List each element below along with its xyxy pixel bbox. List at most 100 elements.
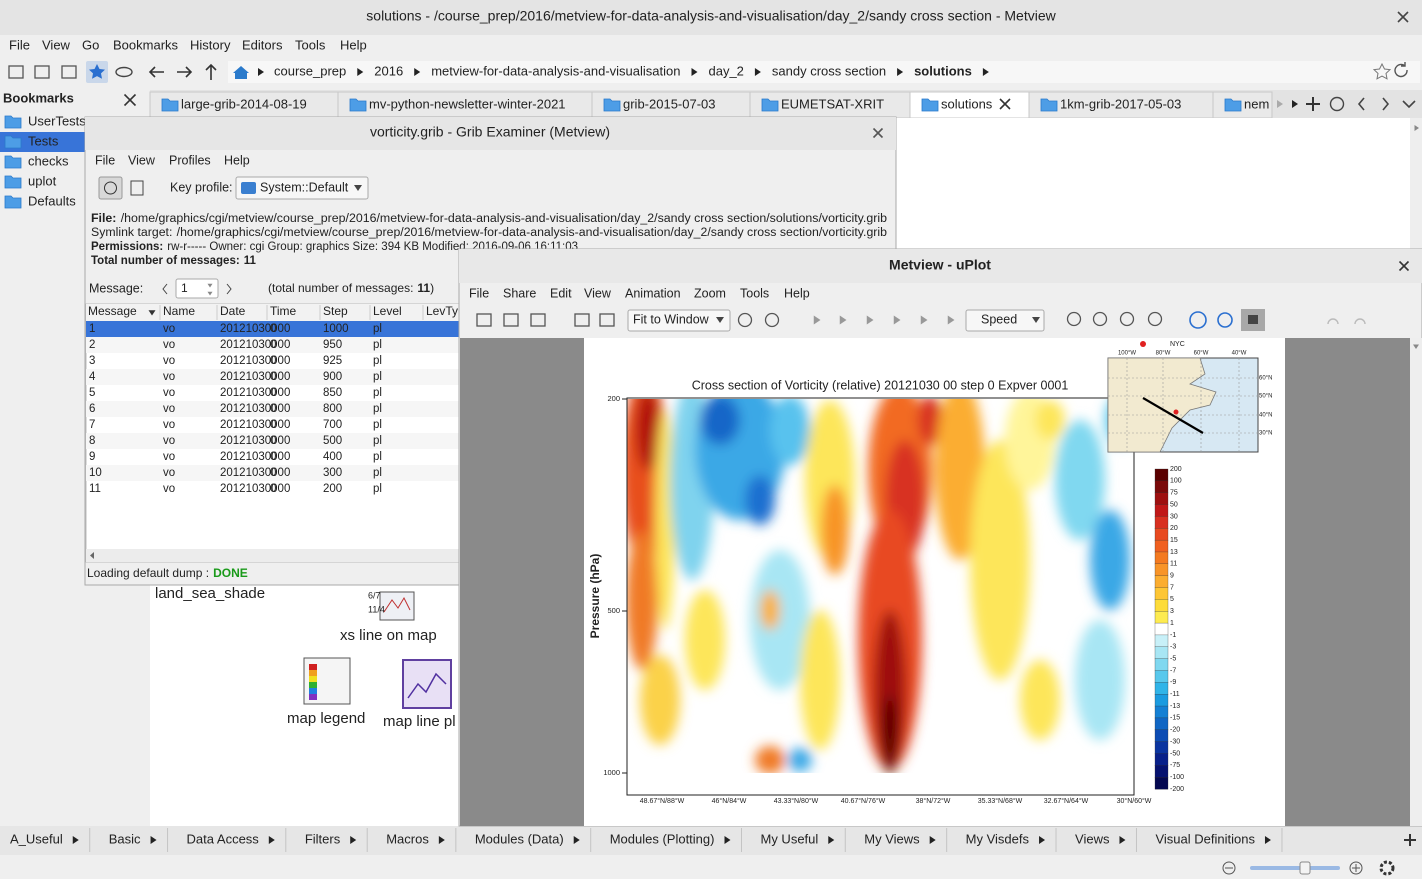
breadcrumb-item[interactable]: course_prep: [274, 63, 346, 78]
column-header[interactable]: Name: [163, 304, 195, 318]
bookmark-item[interactable]: Defaults: [28, 193, 76, 208]
bookmark-item[interactable]: checks: [28, 153, 69, 168]
menu-item[interactable]: Bookmarks: [113, 37, 179, 52]
home-icon[interactable]: [233, 66, 249, 79]
prev-tab[interactable]: [1357, 97, 1365, 111]
view-mode-button[interactable]: [61, 65, 77, 79]
menu-item[interactable]: Help: [340, 37, 367, 52]
tab[interactable]: [337, 91, 593, 119]
menu-item[interactable]: Tools: [740, 286, 769, 300]
drawer-tab[interactable]: My Visdefs: [966, 831, 1030, 846]
panel-close[interactable]: [123, 93, 137, 107]
zoom-button[interactable]: [764, 312, 780, 328]
zoom-dropdown[interactable]: [627, 309, 731, 332]
bookmark-item[interactable]: Tests: [28, 133, 59, 148]
speed-dropdown[interactable]: [965, 309, 1045, 332]
toolbar-button[interactable]: [574, 313, 590, 327]
column-header[interactable]: Message: [88, 304, 137, 318]
magnifier-button[interactable]: [1092, 311, 1108, 327]
drawer-tab[interactable]: My Useful: [760, 831, 818, 846]
zoom-out[interactable]: [1222, 861, 1236, 875]
column-header[interactable]: LevTy: [426, 304, 458, 318]
up-arrow[interactable]: [205, 63, 217, 80]
zoom-in[interactable]: [1349, 861, 1363, 875]
toolbar-button[interactable]: [503, 313, 519, 327]
breadcrumb-item[interactable]: day_2: [708, 63, 743, 78]
undo-redo[interactable]: [1327, 318, 1339, 325]
menu-item[interactable]: Help: [784, 286, 810, 300]
menu-item[interactable]: Share: [503, 286, 536, 300]
menu-item[interactable]: File: [9, 37, 30, 52]
tab-close[interactable]: [999, 98, 1011, 110]
breadcrumb-item[interactable]: 2016: [374, 63, 403, 78]
undo-redo[interactable]: [1354, 318, 1366, 325]
close-button[interactable]: [1397, 11, 1409, 23]
menu-item[interactable]: Editors: [242, 37, 283, 52]
column-header[interactable]: Step: [323, 304, 348, 318]
eye-icon[interactable]: [115, 66, 133, 78]
tab-menu[interactable]: [1402, 100, 1416, 109]
menu-item[interactable]: Edit: [550, 286, 572, 300]
next-message[interactable]: [226, 283, 232, 295]
column-header[interactable]: Time: [270, 304, 297, 318]
cursor-data-button[interactable]: [1217, 312, 1233, 328]
view-mode-button[interactable]: [34, 65, 50, 79]
close-button[interactable]: [872, 127, 884, 139]
drawer-tab[interactable]: Modules (Data): [475, 831, 564, 846]
new-tab[interactable]: [1306, 97, 1320, 111]
drawer-tab[interactable]: Views: [1075, 831, 1110, 846]
menu-item[interactable]: Help: [224, 153, 250, 167]
bookmark-item[interactable]: uplot: [28, 173, 57, 188]
slider-handle[interactable]: [1299, 861, 1311, 875]
info-button[interactable]: [98, 176, 123, 200]
favourite-icon[interactable]: [1372, 62, 1392, 80]
icon-label[interactable]: map line pl: [383, 713, 456, 730]
drawer-tab[interactable]: Macros: [386, 831, 429, 846]
breadcrumb-item[interactable]: sandy cross section: [772, 63, 886, 78]
magnifier-button[interactable]: [1119, 311, 1135, 327]
toolbar-button[interactable]: [530, 313, 546, 327]
view-mode-button[interactable]: [8, 65, 24, 79]
close-button[interactable]: [1398, 260, 1410, 272]
bookmark-item[interactable]: UserTests: [28, 113, 86, 128]
menu-item[interactable]: Tools: [295, 37, 326, 52]
add-drawer[interactable]: [1404, 834, 1416, 846]
column-header[interactable]: Level: [373, 304, 402, 318]
breadcrumb-item[interactable]: solutions: [914, 63, 972, 78]
history-icon[interactable]: [1329, 96, 1345, 112]
reload-icon[interactable]: [1394, 62, 1408, 78]
menu-item[interactable]: File: [95, 153, 115, 167]
drawer-tab[interactable]: My Views: [864, 831, 920, 846]
magnifier-button[interactable]: [1147, 311, 1163, 327]
tab[interactable]: [1028, 91, 1214, 119]
next-tab[interactable]: [1382, 97, 1390, 111]
profile-dropdown[interactable]: [235, 176, 369, 200]
menu-item[interactable]: View: [128, 153, 156, 167]
menu-item[interactable]: Zoom: [694, 286, 726, 300]
drawer-tab[interactable]: Visual Definitions: [1155, 831, 1255, 846]
magics-button[interactable]: [1189, 311, 1207, 329]
prev-message[interactable]: [162, 283, 168, 295]
breadcrumb-item[interactable]: metview-for-data-analysis-and-visualisat…: [431, 63, 680, 78]
icon-label[interactable]: land_sea_shade: [155, 585, 265, 602]
column-header[interactable]: Date: [220, 304, 246, 318]
toolbar-button[interactable]: [599, 313, 615, 327]
menu-item[interactable]: View: [584, 286, 612, 300]
drawer-tab[interactable]: Data Access: [187, 831, 260, 846]
dump-button[interactable]: [130, 180, 144, 196]
icon-label[interactable]: map legend: [287, 710, 365, 727]
menu-item[interactable]: Go: [82, 37, 99, 52]
zoom-button[interactable]: [737, 312, 753, 328]
zoom-slider[interactable]: [1250, 866, 1340, 870]
menu-item[interactable]: View: [42, 37, 71, 52]
toolbar-button[interactable]: [476, 313, 492, 327]
menu-item[interactable]: Animation: [625, 286, 681, 300]
settings-icon[interactable]: [1379, 860, 1395, 876]
menu-item[interactable]: File: [469, 286, 489, 300]
drawer-tab[interactable]: Filters: [305, 831, 341, 846]
menu-item[interactable]: Profiles: [169, 153, 211, 167]
drawer-tab[interactable]: A_Useful: [10, 831, 63, 846]
drawer-tab[interactable]: Basic: [109, 831, 141, 846]
icon-label[interactable]: xs line on map: [340, 627, 437, 644]
nav-arrow[interactable]: [177, 66, 193, 78]
